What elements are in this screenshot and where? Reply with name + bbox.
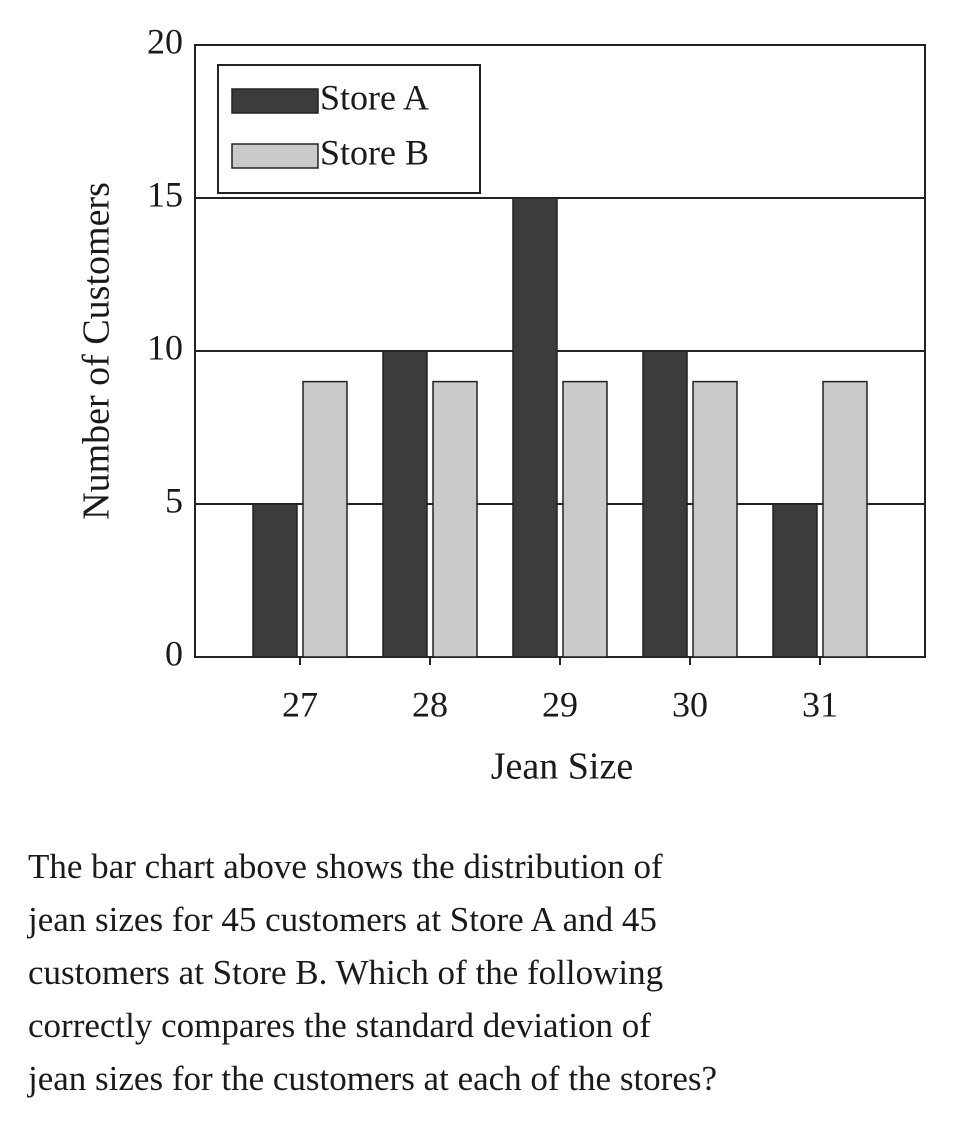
bar [512,197,558,658]
y-tick-label: 0 [165,633,183,673]
x-tick-label: 29 [542,684,578,724]
y-tick-label: 10 [147,327,183,367]
x-tick-label: 31 [802,684,838,724]
bar [302,380,348,658]
question-line: jean sizes for 45 customers at Store A a… [26,900,657,939]
bar [432,380,478,658]
x-tick-label: 28 [412,684,448,724]
legend-swatch [231,143,319,169]
legend-label: Store B [320,132,429,172]
bar [252,503,298,658]
bar [692,380,738,658]
bar [642,350,688,658]
bar [822,380,868,658]
bar [382,350,428,658]
y-tick-label: 5 [165,480,183,520]
legend-label: Store A [320,77,429,117]
question-line: jean sizes for the customers at each of … [26,1059,717,1098]
y-tick-label: 20 [147,21,183,61]
legend-swatch [231,88,319,114]
y-axis-label: Number of Customers [76,182,118,520]
question-line: customers at Store B. Which of the follo… [28,953,663,992]
y-tick-label: 15 [147,174,183,214]
x-tick-label: 30 [672,684,708,724]
x-axis-label: Jean Size [491,746,633,788]
legend-box [217,64,481,194]
question: The bar chart above shows the distributi… [26,847,717,1098]
question-line: The bar chart above shows the distributi… [28,847,663,886]
x-tick-label: 27 [282,684,318,724]
question-line: correctly compares the standard deviatio… [28,1006,651,1045]
bar [772,503,818,658]
bar [562,380,608,658]
